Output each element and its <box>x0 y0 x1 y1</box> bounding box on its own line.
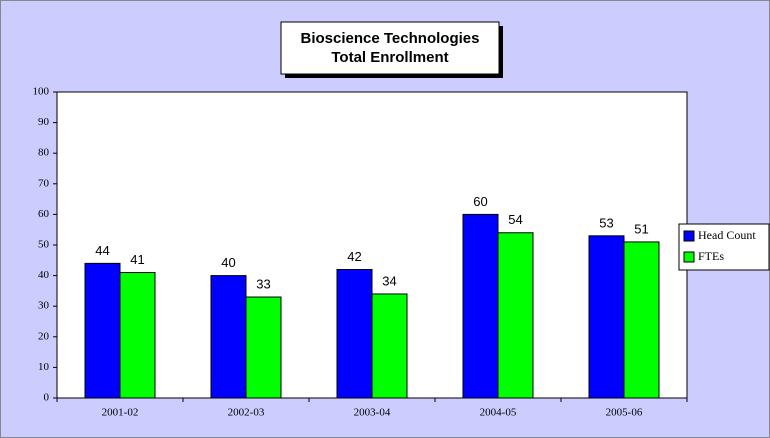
data-label: 33 <box>256 276 270 291</box>
bar <box>119 272 156 399</box>
x-tick-label: 2004-05 <box>480 407 517 419</box>
bar <box>245 296 282 399</box>
x-tick-label: 2003-04 <box>354 407 391 419</box>
y-tick-label: 40 <box>38 269 50 281</box>
y-tick-label: 50 <box>38 239 50 251</box>
legend-swatch <box>683 230 695 242</box>
x-tick-label: 2002-03 <box>228 407 265 419</box>
chart-title: Bioscience Technologies <box>301 30 480 47</box>
data-label: 51 <box>634 221 648 236</box>
data-label: 60 <box>473 194 487 209</box>
y-tick-label: 0 <box>44 392 50 404</box>
y-tick-label: 60 <box>38 208 50 220</box>
data-label: 34 <box>382 273 396 288</box>
y-tick-label: 70 <box>38 177 50 189</box>
bar <box>210 275 247 399</box>
bar <box>336 268 373 399</box>
x-tick-label: 2005-06 <box>606 407 643 419</box>
bar <box>588 235 625 399</box>
y-tick-label: 100 <box>33 86 50 98</box>
bar <box>623 241 660 399</box>
legend-label: Head Count <box>698 228 756 242</box>
y-tick-label: 10 <box>38 361 50 373</box>
y-tick-label: 80 <box>38 147 50 159</box>
bar <box>371 293 408 399</box>
data-label: 44 <box>95 243 109 258</box>
legend-label: FTEs <box>698 249 724 263</box>
y-tick-label: 20 <box>38 330 50 342</box>
y-tick-label: 90 <box>38 116 50 128</box>
x-tick-label: 2001-02 <box>102 407 139 419</box>
data-label: 42 <box>347 249 361 264</box>
title-box <box>280 21 500 75</box>
bar <box>462 213 499 399</box>
data-label: 41 <box>130 252 144 267</box>
data-label: 40 <box>221 255 235 270</box>
chart-title: Total Enrollment <box>331 49 448 66</box>
bar <box>84 262 121 399</box>
y-tick-label: 30 <box>38 300 50 312</box>
data-label: 53 <box>599 215 613 230</box>
data-label: 54 <box>508 212 522 227</box>
legend-swatch <box>683 251 695 263</box>
bar <box>497 232 534 399</box>
